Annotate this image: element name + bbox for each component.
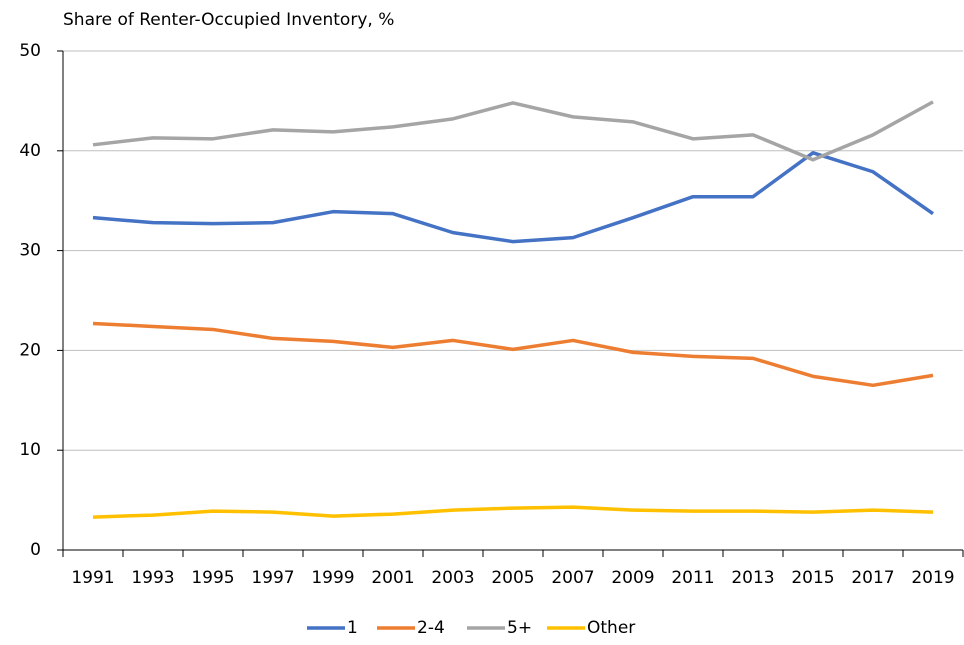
x-tick-label: 1993 <box>131 568 174 588</box>
y-tick-label: 40 <box>19 141 41 161</box>
series-line <box>92 505 934 519</box>
series-line <box>92 100 934 162</box>
legend-label: 1 <box>347 618 358 638</box>
y-tick-label: 30 <box>19 241 41 261</box>
x-tick-label: 2003 <box>431 568 474 588</box>
chart-title: Share of Renter-Occupied Inventory, % <box>63 10 394 30</box>
series-line <box>92 321 934 388</box>
legend-label: 2-4 <box>417 618 445 638</box>
x-tick-label: 2009 <box>611 568 654 588</box>
y-tick-label: 50 <box>19 41 41 61</box>
series-line <box>92 151 935 244</box>
x-tick-label: 1999 <box>311 568 354 588</box>
y-tick-label: 20 <box>19 340 41 360</box>
x-tick-label: 2001 <box>371 568 414 588</box>
legend-label: 5+ <box>507 618 532 638</box>
x-tick-label: 1997 <box>251 568 294 588</box>
x-tick-label: 2011 <box>671 568 714 588</box>
x-tick-label: 1995 <box>191 568 234 588</box>
x-tick-label: 2017 <box>851 568 894 588</box>
x-tick-label: 2005 <box>491 568 534 588</box>
legend-label: Other <box>587 618 635 638</box>
x-tick-label: 2019 <box>911 568 954 588</box>
x-tick-label: 2015 <box>791 568 834 588</box>
y-tick-label: 0 <box>30 540 41 560</box>
x-tick-label: 2013 <box>731 568 774 588</box>
x-tick-label: 1991 <box>71 568 114 588</box>
y-tick-label: 10 <box>19 440 41 460</box>
x-tick-label: 2007 <box>551 568 594 588</box>
